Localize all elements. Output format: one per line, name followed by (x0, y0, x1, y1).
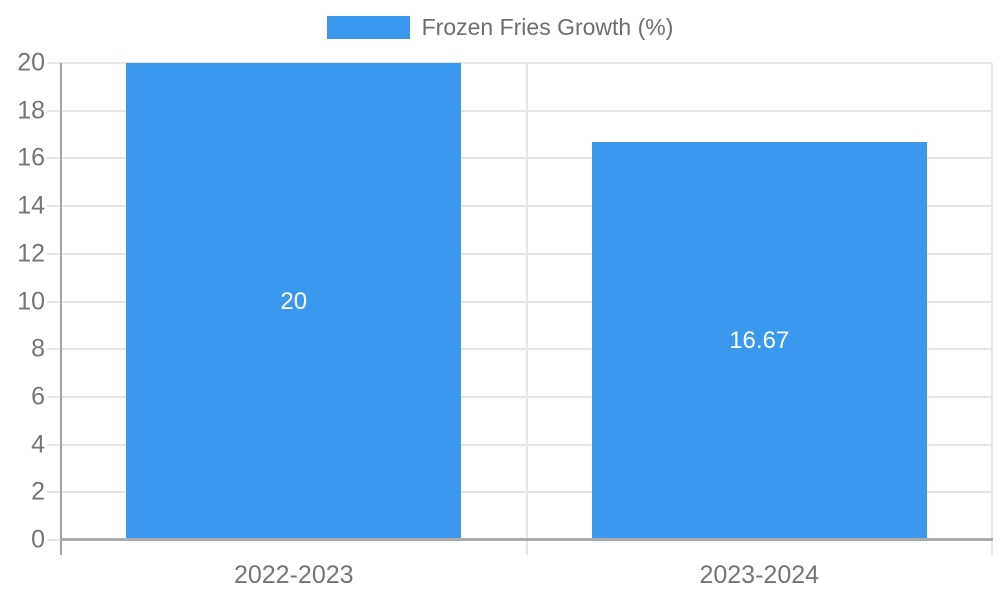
bar-2022-2023[interactable]: 20 (126, 63, 462, 540)
bar-value-label: 16.67 (729, 327, 790, 355)
y-tick-label: 14 (17, 191, 45, 220)
plot-area: 20 16.67 (47, 62, 993, 555)
y-tick-label: 20 (17, 48, 45, 77)
v-gridline (525, 63, 528, 555)
h-gridline (47, 109, 992, 112)
y-tick-label: 16 (17, 143, 45, 172)
y-tick-label: 10 (17, 287, 45, 315)
y-tick-label: 2 (31, 477, 45, 506)
bar-value-label: 20 (280, 287, 308, 315)
y-axis-line (60, 63, 62, 555)
y-tick-label: 4 (31, 430, 45, 459)
x-tick-label: 2023-2024 (699, 561, 820, 589)
h-gridline (47, 157, 992, 160)
h-gridline (47, 205, 992, 208)
y-tick-label: 8 (31, 334, 45, 363)
h-gridline (47, 443, 992, 446)
h-gridline (47, 348, 992, 351)
legend-swatch (326, 16, 410, 39)
bar-2023-2024[interactable]: 16.67 (591, 142, 927, 540)
h-gridline (47, 300, 992, 303)
v-gridline (991, 63, 993, 555)
h-gridline (47, 62, 992, 64)
y-tick-label: 6 (31, 382, 45, 411)
legend-label: Frozen Fries Growth (%) (421, 14, 674, 40)
h-gridline (47, 395, 992, 398)
y-tick-label: 12 (17, 239, 45, 268)
chart-legend[interactable]: Frozen Fries Growth (%) (0, 14, 1000, 41)
x-tick-label: 2022-2023 (233, 561, 354, 589)
y-tick-label: 18 (17, 96, 45, 125)
x-axis-line (60, 538, 993, 541)
h-gridline (47, 491, 992, 494)
y-tick-label: 0 (31, 525, 45, 554)
h-gridline (47, 252, 992, 255)
